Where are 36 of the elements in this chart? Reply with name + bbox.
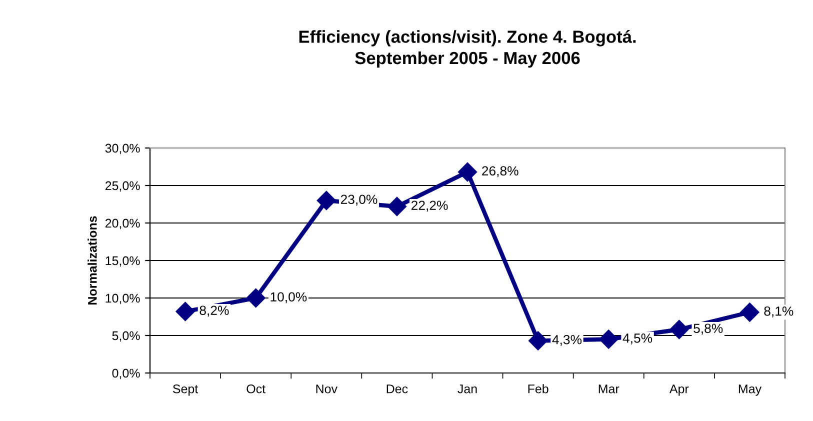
point xyxy=(670,320,689,340)
x-tick-label: Mar xyxy=(598,384,620,394)
text: 4,5% xyxy=(622,334,652,344)
y-tick-label: 25,0% xyxy=(105,181,140,192)
x-tick-label: Oct xyxy=(246,384,266,394)
point xyxy=(176,302,195,322)
text: 8,2% xyxy=(200,306,229,317)
x-tick-label: May xyxy=(738,384,762,396)
point xyxy=(316,190,336,210)
y-tick-label: 30,0% xyxy=(105,144,140,154)
y-tick-label: 20,0% xyxy=(105,218,140,230)
text: 26,8% xyxy=(482,166,518,178)
point xyxy=(387,196,406,216)
text: 4,3% xyxy=(552,334,582,346)
text: 22,2% xyxy=(411,200,448,212)
chart-title: Efficiency (actions/visit). Zone 4. Bogotá. September 2005 - May 2006 xyxy=(299,30,636,68)
point xyxy=(528,331,548,350)
y-tick-label: 10,0% xyxy=(106,294,140,304)
point xyxy=(599,330,618,349)
x-tick-label: Dec xyxy=(386,384,408,394)
text: 10,0% xyxy=(270,292,307,304)
text: 8,1% xyxy=(764,306,794,318)
point xyxy=(740,302,760,322)
text: 23,0% xyxy=(340,194,378,206)
x-tick-label: Feb xyxy=(528,384,548,394)
point xyxy=(458,162,478,182)
x-tick-label: Sept xyxy=(172,384,198,396)
point xyxy=(246,288,266,308)
y-tick-label: 0,0% xyxy=(112,368,140,380)
x-tick-label: Nov xyxy=(316,384,338,394)
y-tick-label: 15,0% xyxy=(106,256,140,267)
text: 5,8% xyxy=(694,324,723,335)
x-tick-label: Jan xyxy=(458,384,477,394)
x-tick-label: Apr xyxy=(669,384,689,396)
y-tick-label: 5,0% xyxy=(112,331,140,342)
y-axis-title: Normalizations xyxy=(88,216,97,304)
